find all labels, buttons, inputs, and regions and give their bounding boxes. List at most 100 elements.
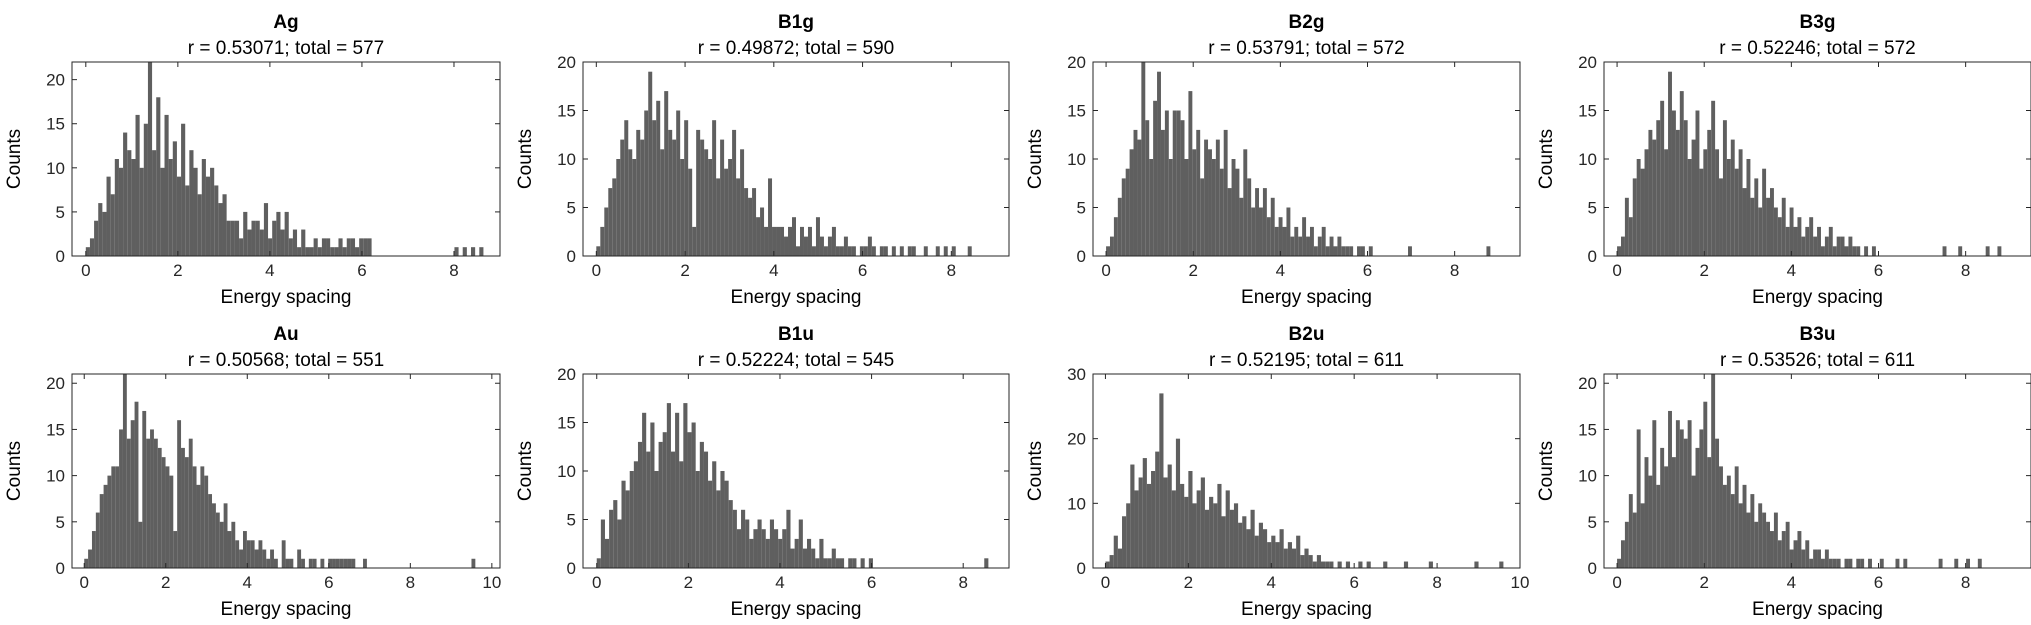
y-tick-label: 5 [1588,513,1597,532]
histogram-bar [1726,159,1731,256]
histogram-panel-b2u: 0 2 4 6 8 10 0 10 20 30 B2u r = 0.52195; total = 61… [1025,324,1529,620]
histogram-bar [1820,246,1825,256]
histogram-bar [679,461,684,568]
histogram-bar [749,538,754,568]
histogram-bar [670,451,676,568]
y-tick-label: 20 [1578,53,1597,72]
histogram-bar [796,246,800,256]
histogram-bar [712,120,717,256]
histogram-bar [676,110,681,256]
histogram-bar [620,139,625,256]
histogram-bar [774,529,779,568]
histogram-bar [776,226,781,256]
y-tick-label: 30 [1067,365,1086,384]
histogram-bar [1805,540,1810,568]
histogram-bar [768,178,773,256]
histogram-bar [168,159,173,256]
histogram-bar [660,149,665,256]
histogram-bar [728,159,733,256]
histogram-bar [769,519,775,568]
histogram-bar [1719,178,1723,256]
histogram-bar [1223,129,1228,256]
panel-title: Ag [273,12,298,33]
histogram-bar [215,512,220,568]
histogram-bar [632,159,637,256]
histogram-bar [871,246,876,256]
histogram-bar [169,475,174,568]
axes-box [1092,373,1521,569]
histogram-bar [1360,246,1365,256]
histogram-bar [1675,129,1680,256]
histogram-bar [1789,549,1794,568]
x-tick-label: 0 [592,573,601,592]
histogram-bar [696,129,701,256]
panel-title: B3u [1800,324,1836,345]
y-tick-label: 15 [557,102,576,121]
histogram-bar [1903,558,1908,568]
histogram-bar [1895,558,1900,568]
histogram-bar [1200,178,1205,256]
histogram-bar [668,129,673,256]
histogram-bar [780,226,785,256]
y-tick-label: 5 [1077,199,1086,218]
histogram-bar [827,236,832,256]
histogram-bar [1879,558,1884,568]
histogram-bar [1746,159,1751,256]
y-tick-label: 5 [567,511,576,530]
histogram-bar [1294,226,1299,256]
histogram-bar [700,139,705,256]
histogram-bar [761,529,766,568]
histogram-bar [1668,410,1672,568]
histogram-bar [1640,503,1645,568]
histogram-bar [794,538,799,568]
histogram-bar [596,558,601,568]
histogram-bar [126,438,131,568]
histogram-bar [200,466,205,568]
histogram-bar [815,217,820,256]
histogram-bar [608,188,613,256]
histogram-bar [1345,561,1351,568]
histogram-bar [201,159,206,256]
histogram-bar [156,97,161,256]
histogram-bar [1366,561,1371,568]
histogram-bar [699,441,704,568]
histogram-bar [1648,475,1653,568]
histogram-bar [1836,236,1841,256]
histogram-bar [1142,458,1147,568]
x-axis-label: Energy spacing [221,287,352,308]
histogram-bar [122,374,127,568]
histogram-bar [1298,236,1303,256]
histogram-bar [1652,139,1657,256]
histogram-bar [110,194,115,256]
histogram-bar [131,159,136,256]
histogram-bar [160,167,165,256]
histogram-bar [139,167,144,256]
histogram-bar [342,247,347,256]
histogram-bar [616,159,621,256]
histogram-bar [1345,246,1350,256]
histogram-bar [106,176,111,256]
histogram-bar [181,123,186,256]
histogram-bar [161,457,166,568]
y-tick-label: 20 [1578,374,1597,393]
histogram-panel-ag: 0 2 4 6 8 0 5 10 15 20 Ag r = 0.53071; total = 577 E… [4,12,501,308]
histogram-bar [664,91,669,256]
histogram-bar [1664,149,1669,256]
histogram-bar [205,176,211,256]
histogram-bar [807,226,812,256]
y-tick-label: 10 [46,467,65,486]
histogram-bar [1157,71,1161,256]
histogram-bar [184,457,189,568]
histogram-bar [234,220,240,256]
histogram-bar [708,480,713,568]
histogram-bar [1644,457,1649,568]
x-tick-label: 8 [1450,261,1459,280]
histogram-bar [1750,494,1755,568]
histogram-bar [85,247,90,256]
bars [596,71,972,256]
histogram-bar [1687,159,1692,256]
panel-subtitle: r = 0.53791; total = 572 [1208,38,1405,59]
x-tick-label: 4 [1267,573,1276,592]
x-tick-label: 8 [1961,573,1970,592]
histogram-bar [1707,129,1712,256]
